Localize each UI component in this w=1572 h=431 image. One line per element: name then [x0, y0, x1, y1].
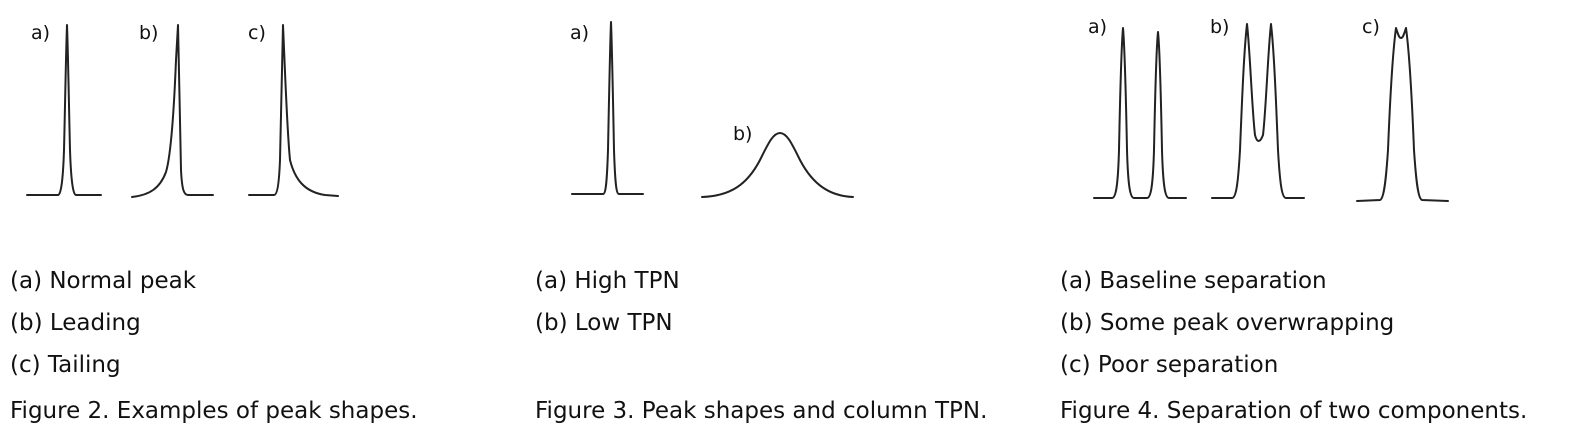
baseline-separation-curve — [1093, 27, 1187, 199]
peak-label-b: b) — [733, 123, 753, 145]
legend-item-c: (c) Tailing — [10, 352, 121, 378]
peak-label-a: a) — [570, 22, 590, 44]
figure-2-caption: Figure 2. Examples of peak shapes. — [10, 398, 418, 424]
legend-item-a: (a) Normal peak — [10, 268, 197, 294]
figure-4-legend: (a) Baseline separation (b) Some peak ov… — [1060, 266, 1394, 392]
peak-label-c: c) — [248, 22, 266, 44]
legend-item-a: (a) High TPN — [535, 268, 680, 294]
legend-item-b: (b) Low TPN — [535, 310, 673, 336]
figure-2-peak-curves — [26, 24, 339, 198]
tailing-peak-curve — [248, 24, 339, 197]
peak-label-b: b) — [139, 22, 159, 44]
figure-2-panel: a) b) c) (a) Normal peak (b) Leading (c)… — [0, 0, 525, 431]
peak-label-a: a) — [31, 22, 51, 44]
figure-3-caption: Figure 3. Peak shapes and column TPN. — [535, 398, 988, 424]
low-tpn-peak-curve — [701, 132, 854, 198]
peak-label-a: a) — [1088, 16, 1108, 38]
poor-separation-curve — [1356, 27, 1449, 202]
legend-item-b: (b) Some peak overwrapping — [1060, 310, 1395, 336]
figure-3-panel: a) b) (a) High TPN (b) Low TPN Figure 3.… — [525, 0, 1050, 431]
high-tpn-peak-curve — [571, 21, 644, 195]
peak-label-b: b) — [1210, 16, 1230, 38]
figure-3-legend: (a) High TPN (b) Low TPN — [535, 266, 680, 350]
legend-item-b: (b) Leading — [10, 310, 141, 336]
legend-item-a: (a) Baseline separation — [1060, 268, 1327, 294]
figure-3-peak-curves — [571, 21, 854, 198]
legend-item-c: (c) Poor separation — [1060, 352, 1279, 378]
figure-4-caption: Figure 4. Separation of two components. — [1060, 398, 1528, 424]
leading-peak-curve — [131, 24, 214, 198]
figure-4-peak-curves — [1093, 23, 1449, 202]
figure-4-panel: a) b) c) (a) Baseline separation (b) Som… — [1050, 0, 1572, 431]
figure-2-legend: (a) Normal peak (b) Leading (c) Tailing — [10, 266, 196, 392]
overlapping-peaks-curve — [1211, 23, 1305, 199]
normal-peak-curve — [26, 24, 102, 196]
peak-label-c: c) — [1362, 16, 1380, 38]
